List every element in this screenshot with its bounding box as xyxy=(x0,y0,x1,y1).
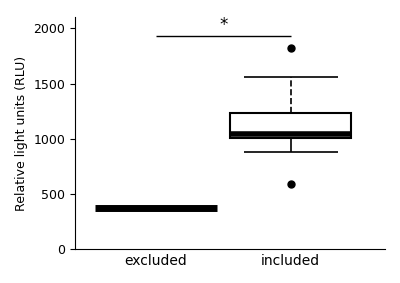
Bar xyxy=(230,113,351,138)
Y-axis label: Relative light units (RLU): Relative light units (RLU) xyxy=(15,56,28,211)
Text: *: * xyxy=(219,16,228,34)
